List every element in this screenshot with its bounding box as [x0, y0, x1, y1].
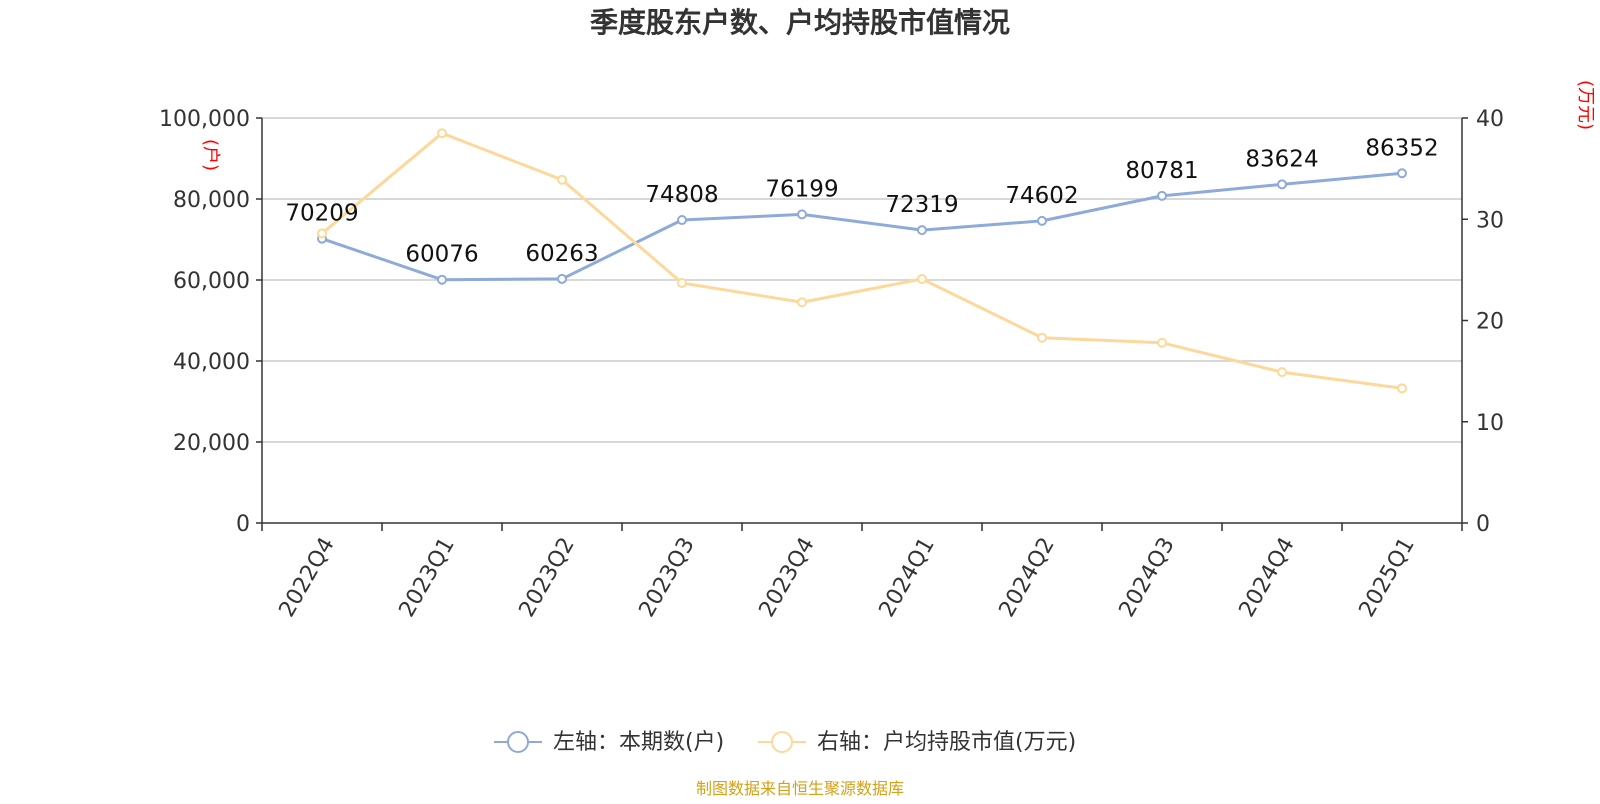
- legend-label-households: 左轴：本期数(户): [553, 730, 724, 755]
- avg-value-line: [321, 131, 1403, 390]
- households-line: [321, 171, 1403, 282]
- households-data-label: 76199: [765, 176, 838, 202]
- data-labels: 70209 60076 60263 74808 76199 72319 74602 80781…: [285, 135, 1438, 267]
- left-axis-tick-label: 40,000: [173, 350, 250, 375]
- avg-value-point: [1157, 337, 1167, 348]
- x-axis-category-label: 2023Q3: [635, 533, 700, 621]
- households-point: [1157, 190, 1167, 201]
- avg-value-point: [557, 174, 567, 185]
- x-axis-category-label: 2024Q3: [1115, 533, 1180, 621]
- left-axis-tick-label: 100,000: [159, 107, 250, 132]
- chart-title: 季度股东户数、户均持股市值情况: [590, 6, 1010, 39]
- legend-marker-households: [507, 731, 529, 753]
- legend-item-avg-value[interactable]: 右轴：户均持股市值(万元): [758, 730, 1076, 755]
- households-data-label: 60263: [525, 241, 598, 267]
- households-point: [1277, 179, 1287, 190]
- avg-value-point: [1397, 383, 1407, 394]
- x-axis-category-label: 2024Q4: [1235, 533, 1300, 621]
- left-axis-tick-label: 80,000: [173, 188, 250, 213]
- x-axis-category-label: 2025Q1: [1355, 533, 1420, 621]
- households-data-label: 60076: [405, 242, 478, 268]
- avg-value-point: [797, 297, 807, 308]
- households-data-label: 70209: [285, 201, 358, 227]
- legend-label-avg-value: 右轴：户均持股市值(万元): [817, 730, 1076, 755]
- legend-item-households[interactable]: 左轴：本期数(户): [494, 730, 724, 755]
- households-data-label: 80781: [1125, 158, 1198, 184]
- left-axis-unit: (户): [200, 139, 221, 171]
- avg-value-point: [917, 273, 927, 284]
- right-axis-tick-label: 20: [1476, 310, 1504, 335]
- source-note: 制图数据来自恒生聚源数据库: [696, 779, 904, 798]
- left-axis-tick-label: 0: [236, 512, 250, 537]
- right-axis-tick-label: 40: [1476, 107, 1504, 132]
- right-axis-tick-label: 0: [1476, 512, 1490, 537]
- left-axis-tick-label: 20,000: [173, 431, 250, 456]
- series-lines: [317, 128, 1407, 394]
- avg-value-point: [317, 228, 327, 239]
- households-data-label: 74808: [645, 182, 718, 208]
- legend-marker-avg-value: [771, 731, 793, 753]
- x-axis-category-label: 2024Q2: [995, 533, 1060, 621]
- households-data-label: 86352: [1365, 135, 1438, 161]
- avg-value-point: [677, 278, 687, 289]
- left-axis-tick-label: 60,000: [173, 269, 250, 294]
- x-axis-category-label: 2024Q1: [875, 533, 940, 621]
- households-point: [917, 225, 927, 236]
- x-axis-category-label: 2023Q2: [515, 533, 580, 621]
- avg-value-point: [1037, 332, 1047, 343]
- right-axis-unit: (万元): [1575, 80, 1596, 130]
- avg-value-point: [437, 128, 447, 139]
- households-point: [797, 209, 807, 220]
- households-data-label: 83624: [1245, 146, 1318, 172]
- x-axis-category-label: 2022Q4: [275, 533, 340, 621]
- households-point: [437, 274, 447, 285]
- right-axis-tick-label: 10: [1476, 411, 1504, 436]
- avg-value-point: [1277, 367, 1287, 378]
- households-point: [1397, 168, 1407, 179]
- households-point: [557, 273, 567, 284]
- right-axis-tick-label: 30: [1476, 208, 1504, 233]
- x-axis-category-label: 2023Q4: [755, 533, 820, 621]
- households-point: [677, 215, 687, 226]
- households-data-label: 74602: [1005, 183, 1078, 209]
- legend: 左轴：本期数(户) 右轴：户均持股市值(万元): [494, 730, 1076, 755]
- x-axis-category-label: 2023Q1: [395, 533, 460, 621]
- households-point: [1037, 215, 1047, 226]
- households-data-label: 72319: [885, 192, 958, 218]
